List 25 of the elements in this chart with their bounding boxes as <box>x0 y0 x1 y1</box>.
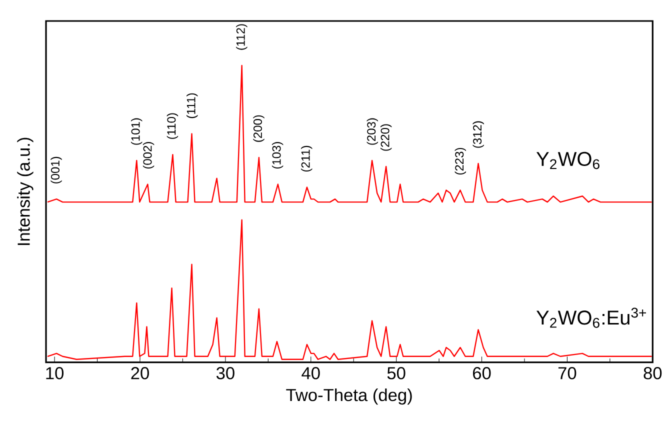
annotation: (001) <box>50 156 62 184</box>
x-tick-label: 10 <box>46 367 64 380</box>
x-tick-label: 30 <box>216 367 234 380</box>
x-axis-title: Two-Theta (deg) <box>286 388 412 405</box>
series-label: Y$_{2}$WO$_{6}$ <box>536 152 600 170</box>
annotation: (223) <box>454 148 466 174</box>
annotation: (112) <box>236 24 248 50</box>
y-axis-title: Intensity (a.u.) <box>17 138 34 245</box>
annotation: (203) <box>366 118 378 145</box>
annotation: (002) <box>142 142 154 169</box>
annotation: (220) <box>380 124 392 151</box>
annotation: (103) <box>272 142 284 169</box>
annotation: (312) <box>472 121 484 148</box>
x-tick-label: 40 <box>302 367 320 380</box>
x-tick-label: 60 <box>473 367 491 380</box>
x-tick-label: 20 <box>131 367 149 380</box>
annotation: (211) <box>301 146 312 172</box>
annotation: (110) <box>166 113 178 139</box>
annotation: (101) <box>130 118 142 145</box>
series-label: Y$_{2}$WO$_{6}$:Eu$^{3+}$ <box>536 308 646 328</box>
annotation: (111) <box>186 93 198 118</box>
x-tick-label: 70 <box>558 367 576 380</box>
x-tick-label: 80 <box>644 367 662 380</box>
x-tick-label: 50 <box>387 367 406 380</box>
annotation: (200) <box>253 115 264 142</box>
